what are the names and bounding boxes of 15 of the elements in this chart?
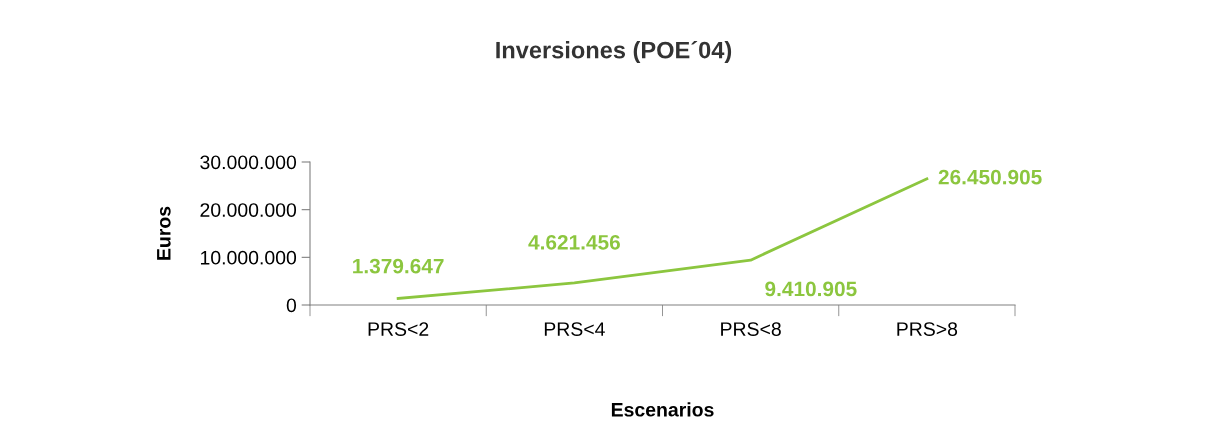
data-label: 26.450.905 — [938, 169, 1042, 185]
x-axis-title: Escenarios — [611, 402, 714, 417]
y-tick-label: 30.000.000 — [200, 155, 297, 170]
y-tick-label: 20.000.000 — [200, 203, 297, 217]
x-tick-label: PRS<8 — [721, 322, 781, 336]
y-tick-label: 10.000.000 — [200, 250, 297, 265]
data-label: 1.379.647 — [353, 258, 444, 274]
y-axis-title: Euros — [157, 206, 171, 260]
x-tick-label: PRS>8 — [897, 322, 958, 336]
x-tick-label: PRS<4 — [544, 322, 605, 336]
x-tick-label: PRS<2 — [368, 322, 429, 336]
chart-title: Inversiones (POE´04) — [496, 40, 732, 64]
data-label: 4.621.456 — [528, 234, 620, 250]
y-tick-label: 0 — [286, 298, 297, 313]
data-label: 9.410.905 — [765, 281, 857, 297]
